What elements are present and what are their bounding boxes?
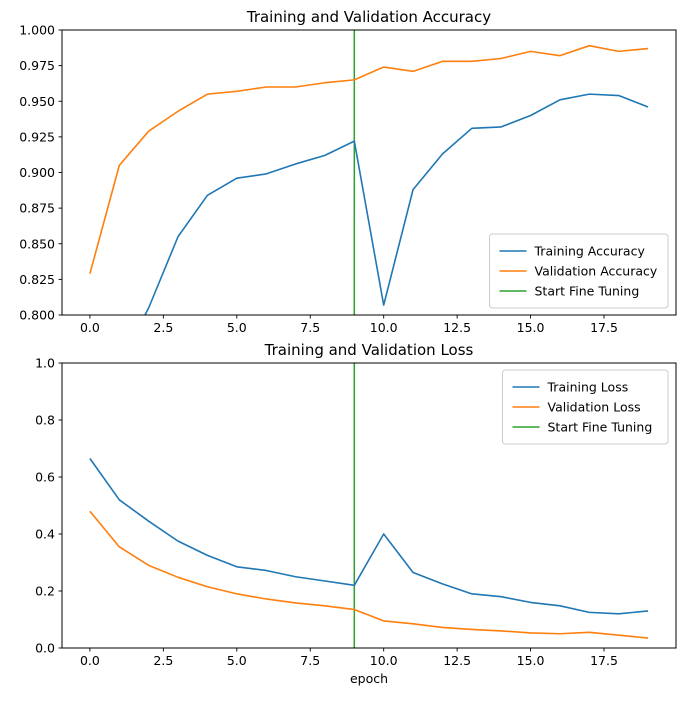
y-tick-label: 0.2 [35,584,55,599]
x-tick-label: 7.5 [300,320,320,335]
legend: Training Loss Validation Loss Start Fine T… [502,369,669,445]
y-tick-label: 0.4 [35,527,55,542]
legend-label: Start Fine Tuning [548,420,653,435]
y-tick-label: 0.825 [19,272,55,287]
x-tick-label: 17.5 [590,653,618,668]
y-tick-label: 0.900 [19,165,55,180]
x-tick-label: 10.0 [370,653,398,668]
y-tick-label: 0.875 [19,201,55,216]
x-tick-label: 5.0 [227,320,247,335]
legend-label: Start Fine Tuning [535,284,640,299]
x-tick-label: 15.0 [517,320,545,335]
x-tick-label: 12.5 [443,653,471,668]
y-tick-label: 0.0 [35,641,55,656]
x-tick-label: 2.5 [153,653,173,668]
y-tick-label: 0.6 [35,470,55,485]
x-tick-label: 12.5 [443,320,471,335]
y-tick-label: 0.8 [35,413,55,428]
validation-accuracy-line [89,44,649,274]
x-tick-label: 17.5 [590,320,618,335]
y-tick-label: 1.000 [19,23,55,38]
y-tick-label: 0.925 [19,129,55,144]
training-accuracy-line [144,93,649,315]
y-tick-label: 0.950 [19,94,55,109]
training-and-validation-accuracy-subplot: 0.0 2.5 5.0 7.5 10.0 12.5 15.0 17.5 0.800 0.825 0.… [19,8,677,335]
legend-box [489,233,669,309]
legend-label: Training Accuracy [534,244,646,259]
x-axis-label: epoch [350,671,388,686]
x-tick-label: 10.0 [370,320,398,335]
legend-label: Validation Accuracy [535,264,658,279]
x-tick-label: 5.0 [227,653,247,668]
legend-label: Validation Loss [548,400,641,415]
chart-title: Training and Validation Loss [264,341,474,359]
legend-label: Training Loss [547,380,629,395]
x-tick-label: 2.5 [153,320,173,335]
y-tick-label: 1.0 [35,356,55,371]
legend: Training Accuracy Validation Accuracy Star… [489,233,669,309]
training-loss-line [89,458,649,615]
chart-title: Training and Validation Accuracy [246,8,491,26]
y-tick-label: 0.800 [19,308,55,323]
x-tick-label: 0.0 [80,653,100,668]
axes-frame [61,29,677,316]
x-tick-label: 15.0 [517,653,545,668]
validation-loss-line [89,510,649,639]
x-tick-label: 7.5 [300,653,320,668]
axes-frame [61,362,677,649]
x-tick-label: 0.0 [80,320,100,335]
y-tick-label: 0.975 [19,58,55,73]
training-and-validation-loss-subplot: 0.0 2.5 5.0 7.5 10.0 12.5 15.0 17.5 0.0 0.2 0.4 0.6… [35,341,677,686]
y-tick-label: 0.850 [19,236,55,251]
legend-box [502,369,669,445]
